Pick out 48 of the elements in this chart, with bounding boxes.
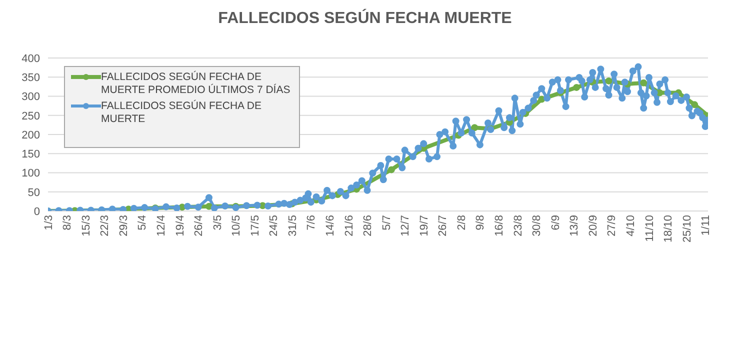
x-tick-label: 21/6 — [343, 215, 356, 236]
x-tick-label: 1/3 — [42, 215, 55, 230]
x-tick-label: 25/10 — [681, 215, 694, 243]
x-tick-label: 15/3 — [80, 215, 92, 236]
x-tick-label: 22/3 — [99, 215, 112, 236]
x-tick-label: 12/7 — [400, 215, 412, 236]
x-tick-label: 13/9 — [568, 215, 581, 236]
legend-label: FALLECIDOS SEGÚN FECHA DE MUERTE PROMEDIO ÚLTIMOS 7 DÍAS — [101, 71, 292, 97]
x-tick-label: 9/8 — [474, 215, 487, 230]
x-tick-label: 7/6 — [306, 215, 318, 230]
x-tick-label: 5/4 — [136, 215, 149, 230]
x-tick-label: 26/7 — [437, 215, 450, 236]
x-tick-label: 1/11 — [700, 215, 712, 236]
x-tick-label: 6/9 — [550, 215, 562, 230]
y-tick-label: 150 — [22, 148, 40, 161]
x-tick-label: 20/9 — [587, 215, 600, 236]
x-tick-label: 19/4 — [174, 215, 186, 236]
x-tick-label: 31/5 — [286, 215, 299, 236]
y-tick-label: 300 — [22, 91, 40, 104]
x-tick-label: 18/10 — [662, 215, 675, 243]
x-tick-label: 28/6 — [362, 215, 374, 236]
x-tick-label: 10/5 — [230, 215, 243, 236]
y-tick-label: 350 — [22, 72, 40, 84]
x-tick-label: 4/10 — [625, 215, 638, 236]
x-tick-label: 16/8 — [494, 215, 506, 236]
y-tick-label: 200 — [22, 129, 40, 142]
x-tick-label: 5/7 — [380, 215, 393, 230]
x-tick-label: 29/3 — [118, 215, 130, 236]
y-tick-label: 50 — [28, 186, 40, 199]
x-tick-label: 3/5 — [212, 215, 224, 230]
legend-label: FALLECIDOS SEGÚN FECHA DE MUERTE — [101, 100, 262, 126]
y-tick-label: 0 — [34, 206, 40, 218]
x-tick-label: 11/10 — [644, 215, 656, 242]
x-tick-label: 27/9 — [606, 215, 618, 236]
y-tick-label: 400 — [22, 52, 40, 65]
x-tick-label: 14/6 — [324, 215, 337, 236]
chart-title: FALLECIDOS SEGÚN FECHA MUERTE — [217, 10, 513, 28]
y-tick-label: 250 — [22, 110, 40, 122]
x-tick-label: 2/8 — [456, 215, 468, 230]
x-tick-label: 23/8 — [512, 215, 524, 236]
x-tick-label: 17/5 — [249, 215, 262, 236]
x-tick-label: 30/8 — [531, 215, 544, 236]
x-tick-label: 24/5 — [268, 215, 280, 236]
x-tick-label: 12/4 — [155, 215, 168, 236]
x-tick-label: 19/7 — [418, 215, 430, 236]
x-tick-label: 26/4 — [193, 215, 206, 236]
y-tick-label: 100 — [22, 168, 40, 180]
x-tick-label: 8/3 — [62, 215, 74, 230]
